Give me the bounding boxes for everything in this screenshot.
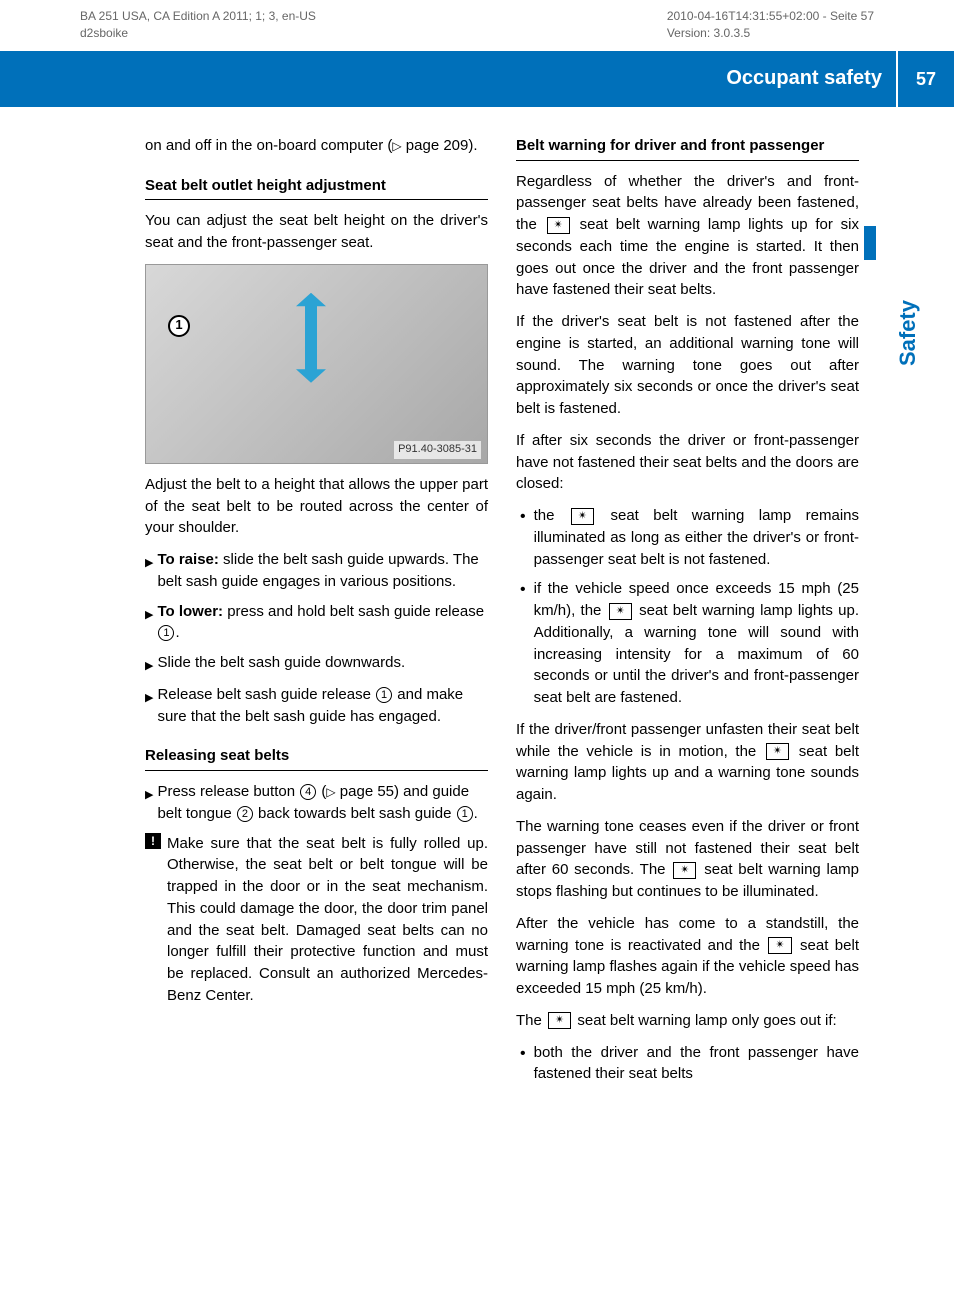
belt-warning-p5: The warning tone ceases even if the driv… [516,816,859,903]
belt-warning-p6: After the vehicle has come to a standsti… [516,913,859,1000]
heading-belt-warning: Belt warning for driver and front passen… [516,135,859,161]
belt-warning-p7: The ✴ seat belt warning lamp only goes o… [516,1010,859,1032]
figure-callout-1: 1 [168,315,190,337]
callout-1-icon: 1 [457,806,473,822]
right-column: Belt warning for driver and front passen… [516,135,859,1095]
page-title: Occupant safety [726,64,896,93]
belt-out-list: both the driver and the front passenger … [516,1042,859,1086]
step-raise: To raise: slide the belt sash guide upwa… [145,549,488,593]
step-triangle-icon [145,654,153,676]
step-release: Release belt sash guide release 1 and ma… [145,684,488,728]
meta-author: d2sboike [80,25,316,42]
figure-arrow-icon [296,293,326,383]
belt-warning-p3: If after six seconds the driver or front… [516,430,859,495]
ref-triangle-icon [326,781,335,803]
list-item: if the vehicle speed once exceeds 15 mph… [516,578,859,709]
belt-warning-p1: Regardless of whether the driver's and f… [516,171,859,302]
seatbelt-lamp-icon: ✴ [766,743,789,760]
seatbelt-lamp-icon: ✴ [609,603,632,620]
step-triangle-icon [145,551,153,593]
meta-version: Version: 3.0.3.5 [667,25,874,42]
belt-warning-p4: If the driver/front passenger unfasten t… [516,719,859,806]
height-adjust-intro: You can adjust the seat belt height on t… [145,210,488,254]
caution-note: ! Make sure that the seat belt is fully … [145,833,488,1007]
content-columns: on and off in the on-board computer ( pa… [0,135,954,1125]
callout-1-icon: 1 [376,687,392,703]
belt-warning-p2: If the driver's seat belt is not fastene… [516,311,859,420]
list-item: the ✴ seat belt warning lamp remains ill… [516,505,859,570]
meta-timestamp: 2010-04-16T14:31:55+02:00 - Seite 57 [667,8,874,25]
callout-1-icon: 1 [158,625,174,641]
callout-2-icon: 2 [237,806,253,822]
seatbelt-lamp-icon: ✴ [768,937,791,954]
intro-paragraph: on and off in the on-board computer ( pa… [145,135,488,157]
meta-doc-id: BA 251 USA, CA Edition A 2011; 1; 3, en-… [80,8,316,25]
seatbelt-lamp-icon: ✴ [571,508,594,525]
figure-label: P91.40-3085-31 [394,441,481,459]
heading-releasing: Releasing seat belts [145,745,488,771]
warning-icon: ! [145,833,161,849]
seatbelt-lamp-icon: ✴ [673,862,696,879]
callout-4-icon: 4 [300,784,316,800]
step-triangle-icon [145,686,153,728]
ref-triangle-icon [392,135,401,157]
step-triangle-icon [145,783,153,825]
left-column: on and off in the on-board computer ( pa… [145,135,488,1095]
list-item: both the driver and the front passenger … [516,1042,859,1086]
seatbelt-figure: 1 P91.40-3085-31 [145,264,488,464]
step-triangle-icon [145,603,153,645]
page-number: 57 [896,51,954,107]
belt-warning-list: the ✴ seat belt warning lamp remains ill… [516,505,859,709]
heading-height-adjustment: Seat belt outlet height adjustment [145,175,488,201]
seatbelt-lamp-icon: ✴ [547,217,570,234]
step-press-release: Press release button 4 ( page 55) and gu… [145,781,488,825]
step-lower: To lower: press and hold belt sash guide… [145,601,488,645]
seatbelt-lamp-icon: ✴ [548,1012,571,1029]
adjust-instruction: Adjust the belt to a height that allows … [145,474,488,539]
meta-header: BA 251 USA, CA Edition A 2011; 1; 3, en-… [0,0,954,51]
page-header-bar: Occupant safety 57 [0,51,954,107]
step-slide: Slide the belt sash guide downwards. [145,652,488,676]
